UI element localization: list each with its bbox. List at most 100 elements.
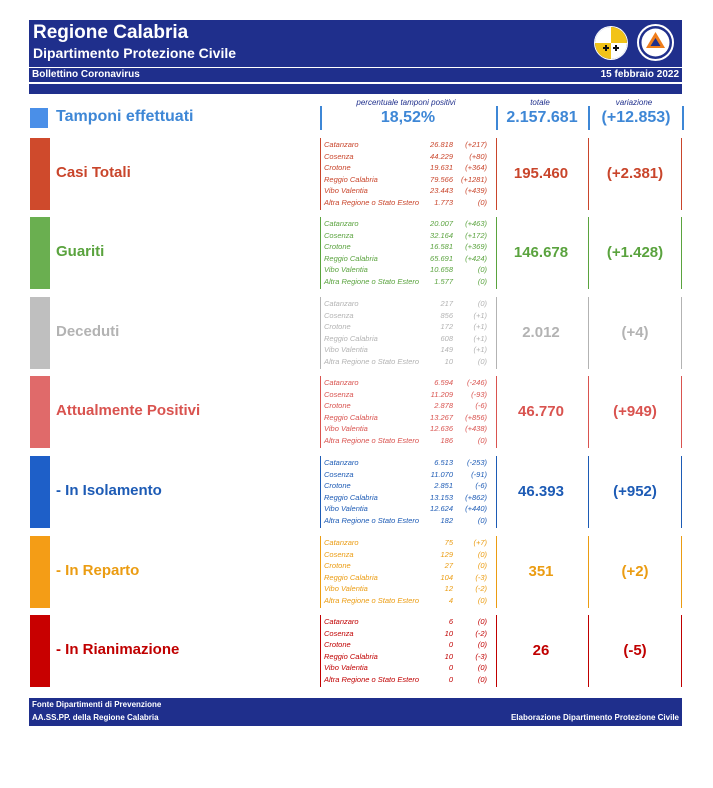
province-delta: (0) <box>477 549 487 559</box>
province-delta: (+1) <box>473 322 487 332</box>
province-delta: (-246) <box>466 378 487 387</box>
province-delta: (0) <box>477 299 487 308</box>
province-value: 12.624 <box>430 504 453 514</box>
province-delta: (+172) <box>465 230 487 240</box>
table-row: Cosenza 10 (-2) <box>324 628 493 640</box>
province-name: Altra Regione o Stato Estero <box>324 357 420 366</box>
province-name: Reggio Calabria <box>324 333 378 343</box>
tamponi-marker <box>30 108 48 128</box>
table-row: Reggio Calabria 608 (+1) <box>324 333 493 345</box>
table-row: Vibo Valentia 12.636 (+438) <box>324 423 493 435</box>
rianimazione-label: - In Rianimazione <box>56 641 180 658</box>
rianimazione-marker <box>30 615 50 687</box>
section-casi: Casi Totali Catanzaro 26.818 (+217) Cosenza 4… <box>0 138 713 210</box>
table-row: Cosenza 44.229 (+80) <box>324 151 493 163</box>
total-column-header: totale <box>530 98 550 107</box>
province-value: 20.007 <box>430 219 453 228</box>
province-delta: (+1) <box>473 310 487 320</box>
isolamento-marker <box>30 456 50 528</box>
province-value: 16.581 <box>430 242 453 252</box>
rianimazione-total: 26 <box>496 615 585 687</box>
province-name: Vibo Valentia <box>324 424 368 434</box>
province-value: 186 <box>440 436 453 445</box>
table-row: Altra Regione o Stato Estero 4 (0) <box>324 595 493 607</box>
province-value: 6.513 <box>434 458 453 467</box>
province-delta: (+369) <box>465 242 487 252</box>
province-name: Altra Regione o Stato Estero <box>324 198 420 207</box>
province-value: 13.153 <box>430 492 453 502</box>
province-value: 10 <box>444 651 453 661</box>
table-row: Altra Regione o Stato Estero 0 (0) <box>324 674 493 686</box>
province-name: Vibo Valentia <box>324 663 368 673</box>
province-value: 0 <box>448 675 453 684</box>
province-value: 856 <box>440 310 453 320</box>
province-delta: (+1) <box>473 333 487 343</box>
tamponi-total: 2.157.681 <box>496 106 586 130</box>
section-positivi: Attualmente Positivi Catanzaro 6.594 (-246)… <box>0 376 713 448</box>
province-name: Catanzaro <box>324 140 359 149</box>
province-name: Reggio Calabria <box>324 492 378 502</box>
section-guariti: Guariti Catanzaro 20.007 (+463) Cosenza 32.16… <box>0 217 713 289</box>
table-row: Catanzaro 20.007 (+463) <box>324 218 493 230</box>
province-delta: (+7) <box>473 538 487 547</box>
province-delta: (+424) <box>465 253 487 263</box>
department-subtitle: Dipartimento Protezione Civile <box>33 45 237 61</box>
change-column-header: variazione <box>615 98 653 107</box>
isolamento-province-table: Catanzaro 6.513 (-253) Cosenza 11.070 (-91) Cr… <box>320 456 493 528</box>
deceduti-marker <box>30 297 50 369</box>
rianimazione-province-table: Catanzaro 6 (0) Cosenza 10 (-2) Crotone 0 (0) Reg… <box>320 615 493 687</box>
source-line-2: AA.SS.PP. della Regione Calabria <box>32 713 159 722</box>
province-value: 32.164 <box>430 230 453 240</box>
bulletin-bar: Bollettino Coronavirus 15 febbraio 2022 <box>29 68 682 82</box>
province-value: 75 <box>444 538 453 547</box>
casi-province-table: Catanzaro 26.818 (+217) Cosenza 44.229 (+80) C… <box>320 138 493 210</box>
section-deceduti: Deceduti Catanzaro 217 (0) Cosenza 856 (+1) Cro… <box>0 297 713 369</box>
province-delta: (-6) <box>475 481 487 491</box>
province-value: 79.566 <box>430 174 453 184</box>
credit-line: Elaborazione Dipartimento Protezione Civ… <box>510 713 679 722</box>
bulletin-date: 15 febbraio 2022 <box>600 69 679 80</box>
province-delta: (0) <box>477 596 487 605</box>
province-delta: (-253) <box>466 458 487 467</box>
province-name: Vibo Valentia <box>324 186 368 196</box>
table-row: Catanzaro 26.818 (+217) <box>324 139 493 151</box>
province-delta: (0) <box>477 561 487 571</box>
province-value: 608 <box>440 333 453 343</box>
table-row: Vibo Valentia 149 (+1) <box>324 344 493 356</box>
table-row: Crotone 19.631 (+364) <box>324 162 493 174</box>
province-value: 44.229 <box>430 151 453 161</box>
province-name: Reggio Calabria <box>324 174 378 184</box>
table-row: Catanzaro 6.513 (-253) <box>324 457 493 469</box>
province-name: Altra Regione o Stato Estero <box>324 436 420 445</box>
province-value: 217 <box>440 299 453 308</box>
table-row: Cosenza 11.070 (-91) <box>324 469 493 481</box>
province-value: 6.594 <box>434 378 453 387</box>
table-row: Altra Regione o Stato Estero 182 (0) <box>324 515 493 527</box>
province-delta: (+463) <box>465 219 487 228</box>
casi-label: Casi Totali <box>56 164 131 181</box>
province-value: 27 <box>444 561 453 571</box>
source-line-1: Fonte Dipartimenti di Prevenzione <box>32 700 162 709</box>
province-delta: (0) <box>477 663 487 673</box>
table-row: Reggio Calabria 13.153 (+862) <box>324 492 493 504</box>
positivi-label: Attualmente Positivi <box>56 402 201 419</box>
table-row: Vibo Valentia 12.624 (+440) <box>324 503 493 515</box>
province-delta: (0) <box>477 357 487 366</box>
table-row: Cosenza 856 (+1) <box>324 310 493 322</box>
table-row: Cosenza 129 (0) <box>324 549 493 561</box>
table-row: Catanzaro 217 (0) <box>324 298 493 310</box>
table-row: Crotone 27 (0) <box>324 560 493 572</box>
province-name: Crotone <box>324 322 351 332</box>
percent-column-header: percentuale tamponi positivi <box>356 98 456 107</box>
province-delta: (+440) <box>465 504 487 514</box>
province-delta: (0) <box>477 198 487 207</box>
guariti-label: Guariti <box>56 243 105 260</box>
province-delta: (+438) <box>465 424 487 434</box>
province-delta: (+364) <box>465 163 487 173</box>
province-delta: (0) <box>477 265 487 275</box>
province-delta: (-3) <box>475 572 487 582</box>
rianimazione-change: (-5) <box>588 615 682 687</box>
province-value: 13.267 <box>430 412 453 422</box>
isolamento-total: 46.393 <box>496 456 585 528</box>
deceduti-label: Deceduti <box>56 323 120 340</box>
